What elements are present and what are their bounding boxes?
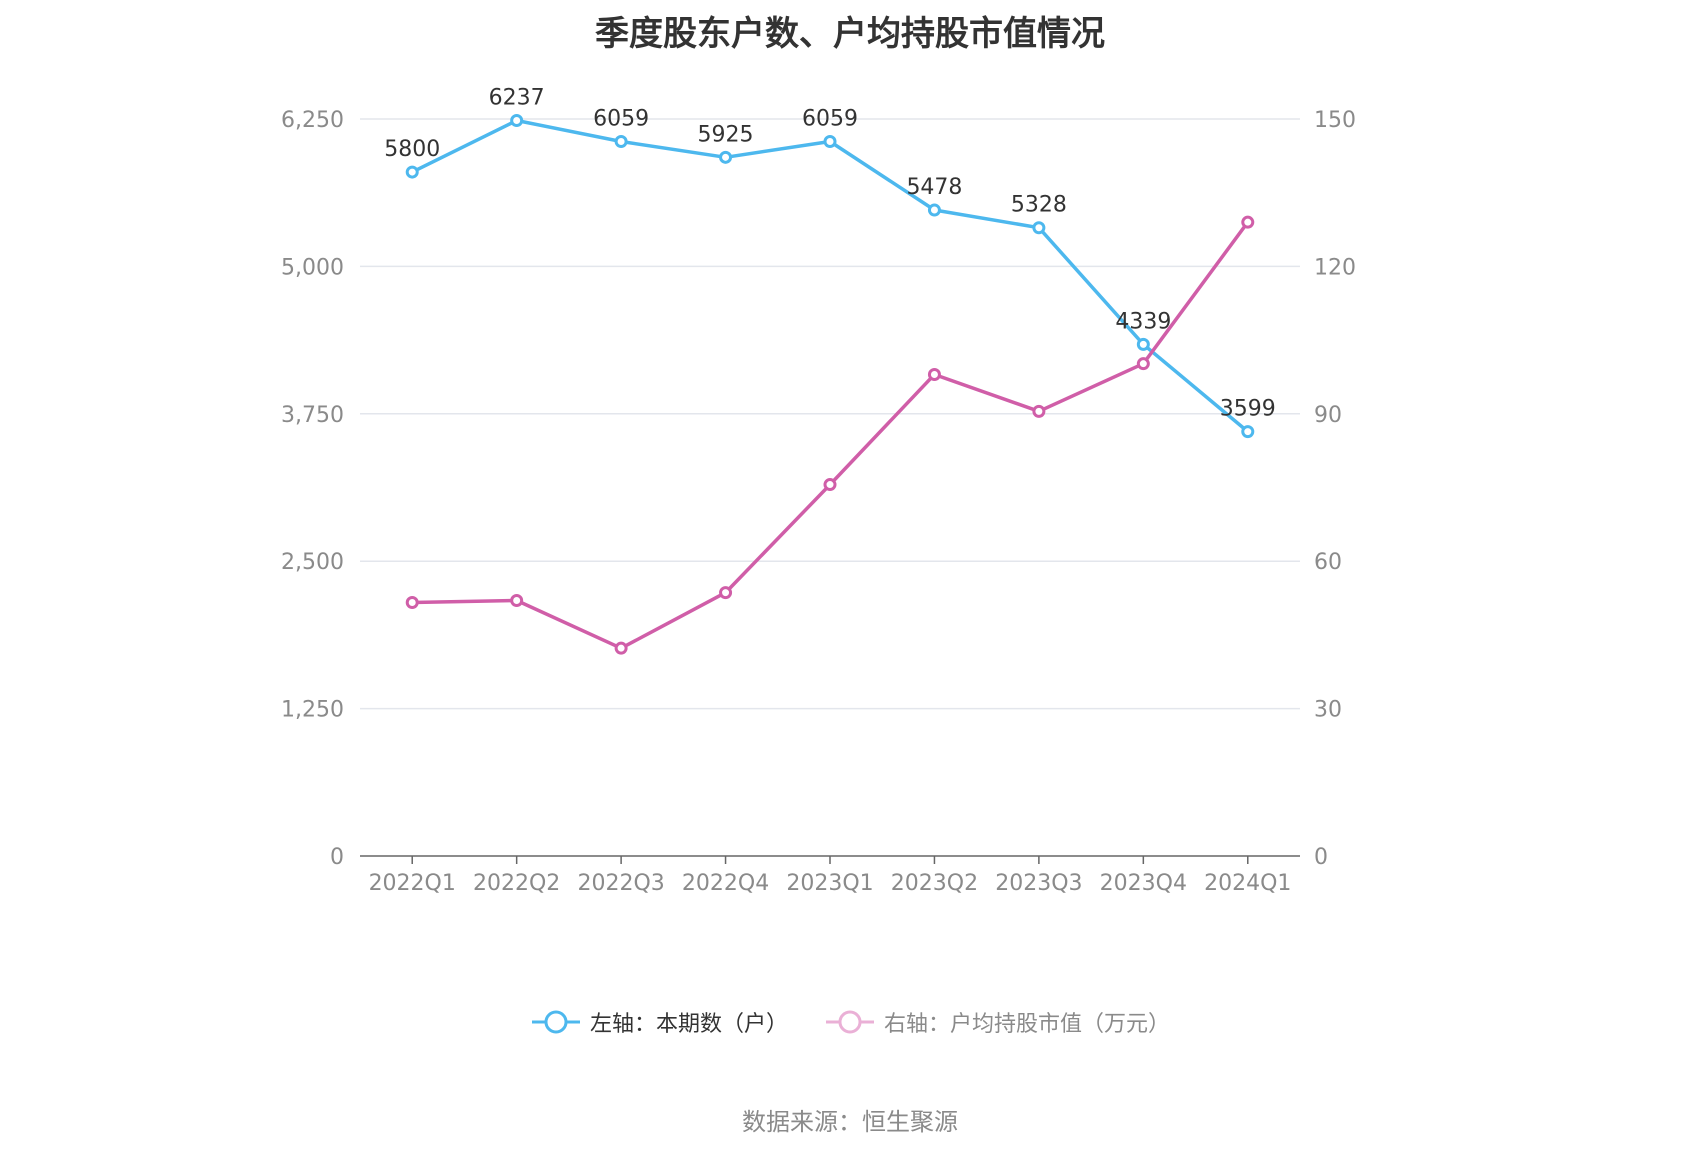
households-line [411, 118, 1249, 433]
market-value-point [927, 367, 941, 381]
households-point [1032, 221, 1046, 235]
source-note: 数据来源：恒生聚源 [742, 1108, 958, 1136]
legend-label-market-value: 右轴：户均持股市值（万元） [884, 1012, 1171, 1037]
households-data-label: 5925 [698, 122, 754, 147]
left-axis-tick-label: 1,250 [281, 698, 344, 723]
right-axis-tick-label: 0 [1314, 845, 1328, 870]
left-axis-tick-label: 0 [330, 845, 344, 870]
chart-title: 季度股东户数、户均持股市值情况 [595, 14, 1105, 54]
market-value-point [510, 594, 524, 608]
market-value-line [412, 221, 1250, 650]
right-axis-tick-label: 30 [1314, 698, 1342, 723]
market-value-point [823, 478, 837, 492]
households-data-label: 6237 [489, 86, 545, 111]
households-point [1136, 337, 1150, 351]
x-axis-tick-label: 2023Q1 [786, 871, 873, 896]
x-axis-tick-label: 2023Q2 [891, 871, 978, 896]
right-axis-tick-label: 60 [1314, 550, 1342, 575]
right-axis-tick-label: 120 [1314, 255, 1356, 280]
households-data-label: 6059 [593, 107, 649, 132]
legend-marker-households [531, 1010, 580, 1034]
market-value-point [719, 586, 733, 600]
households-point [1241, 425, 1255, 439]
market-value-point [405, 595, 419, 609]
households-data-label: 3599 [1220, 397, 1276, 422]
right-axis-tick-label: 150 [1314, 108, 1356, 133]
x-axis-tick-label: 2022Q4 [682, 871, 769, 896]
households-data-label: 5800 [384, 137, 440, 162]
households-point [614, 135, 628, 149]
legend-marker-market-value [826, 1010, 874, 1034]
households-point [927, 203, 941, 217]
households-point [719, 150, 733, 164]
market-value-point [614, 641, 628, 655]
left-axis-tick-label: 6,250 [281, 108, 344, 133]
left-axis-tick-label: 2,500 [281, 550, 344, 575]
left-axis-tick-label: 5,000 [281, 255, 344, 280]
market-value-point [1136, 357, 1150, 371]
households-point [405, 165, 419, 179]
households-point [510, 114, 524, 128]
households-point [823, 135, 837, 149]
x-axis-tick-label: 2023Q4 [1100, 871, 1187, 896]
households-data-label: 5478 [906, 175, 962, 200]
x-axis-tick-label: 2022Q1 [369, 871, 456, 896]
households-data-label: 6059 [802, 107, 858, 132]
x-axis-tick-label: 2024Q1 [1204, 871, 1291, 896]
legend: 左轴：本期数（户） 右轴：户均持股市值（万元） [0, 1006, 1700, 1038]
households-data-label: 5328 [1011, 193, 1067, 218]
legend-label-households: 左轴：本期数（户） [589, 1012, 788, 1037]
x-axis-tick-label: 2022Q3 [577, 871, 664, 896]
households-data-label: 4339 [1115, 309, 1171, 334]
left-axis-tick-label: 3,750 [281, 403, 344, 428]
x-axis-tick-label: 2022Q2 [473, 871, 560, 896]
x-axis-tick-label: 2023Q3 [995, 871, 1082, 896]
market-value-point [1032, 404, 1046, 418]
market-value-point [1241, 215, 1255, 229]
right-axis-tick-label: 90 [1314, 403, 1342, 428]
legend-item-households[interactable]: 左轴：本期数（户） [530, 1006, 788, 1038]
legend-item-market-value[interactable]: 右轴：户均持股市值（万元） [824, 1006, 1170, 1038]
